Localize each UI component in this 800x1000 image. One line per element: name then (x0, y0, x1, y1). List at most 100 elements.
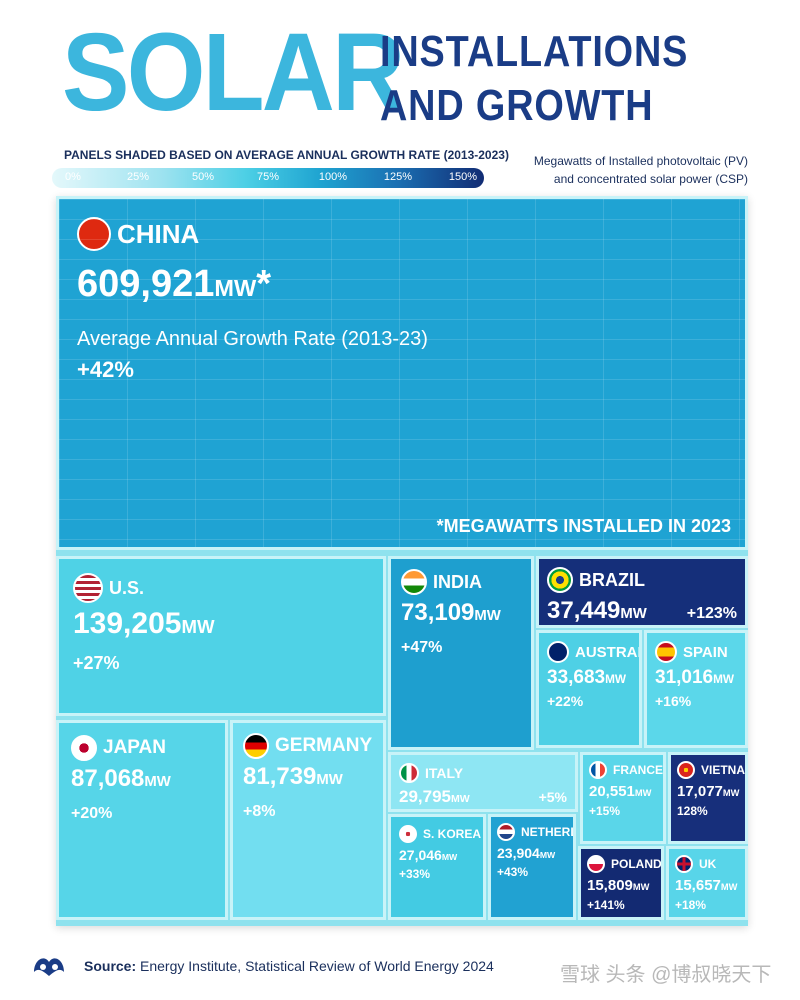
growth-rate: +141% (587, 898, 625, 912)
units-note-line-2: and concentrated solar power (CSP) (553, 172, 748, 186)
footnote-asterisk: * (256, 263, 272, 305)
mw-number: 17,077 (677, 783, 723, 800)
growth-rate: +5% (538, 789, 567, 805)
country-name: GERMANY (243, 733, 373, 759)
flag-uk-icon (675, 855, 693, 873)
treemap-tile-france: FRANCE 20,551MW +15% (580, 752, 666, 844)
mw-value: 87,068MW (71, 765, 171, 793)
mw-unit: MW (214, 275, 257, 301)
mw-value: 139,205MW (73, 607, 215, 641)
country-name: S. KOREA (399, 825, 481, 843)
mw-value: 37,449MW (547, 597, 647, 625)
legend-tick: 75% (256, 171, 280, 183)
flag-italy-icon (399, 763, 419, 783)
mw-value: 15,657MW (675, 877, 737, 894)
flag-france-icon (589, 761, 607, 779)
mw-unit: MW (451, 793, 470, 805)
country-label: CHINA (117, 218, 200, 249)
mw-value: 27,046MW (399, 847, 457, 863)
growth-rate: +16% (655, 693, 692, 709)
mw-number: 33,683 (547, 667, 606, 688)
country-name: U.S. (73, 573, 369, 603)
growth-rate: 128% (677, 804, 708, 818)
country-label: VIETNAM (701, 763, 746, 777)
mw-value: 81,739MW (243, 763, 343, 791)
country-name: AUSTRALIA (547, 641, 639, 663)
flag-japan-icon (71, 735, 97, 761)
legend-tick: 100% (318, 171, 348, 183)
legend-tick: 0% (65, 171, 81, 183)
mw-number: 15,657 (675, 877, 721, 894)
mw-value: 29,795MW (399, 787, 470, 807)
mw-unit: MW (713, 673, 735, 686)
mw-value: 31,016MW (655, 667, 734, 689)
growth-rate: +22% (547, 693, 584, 709)
title-line-2: AND GROWTH (380, 81, 654, 130)
growth-rate: +20% (71, 805, 113, 822)
treemap-tile-australia: AUSTRALIA 33,683MW +22% (536, 630, 642, 748)
growth-rate: +47% (401, 639, 443, 656)
country-name: JAPAN (71, 735, 213, 761)
treemap-tile-u-s: U.S. 139,205MW +27% (56, 556, 386, 716)
legend-tick: 25% (126, 171, 150, 183)
country-label: NETHERLANDS (521, 825, 573, 839)
country-label: SPAIN (683, 643, 728, 661)
flag-us-icon (73, 573, 103, 603)
legend-tick: 150% (448, 171, 478, 183)
mw-unit: MW (181, 616, 215, 637)
country-label: GERMANY (275, 735, 373, 756)
mw-unit: MW (474, 608, 501, 624)
mw-value: 73,109MW (401, 599, 501, 627)
mw-unit: MW (539, 850, 556, 860)
treemap-tile-india: INDIA 73,109MW +47% (388, 556, 534, 750)
mw-value: 15,809MW (587, 877, 649, 894)
country-name: INDIA (401, 569, 521, 595)
growth-rate-label: Average Annual Growth Rate (2013-23) (77, 328, 428, 350)
mw-unit: MW (632, 882, 650, 892)
treemap-tile-vietnam: VIETNAM 17,077MW 128% (668, 752, 748, 844)
mw-number: 27,046 (399, 847, 442, 863)
mw-number: 609,921 (77, 263, 215, 305)
growth-rate: +123% (686, 605, 737, 622)
country-label: FRANCE (613, 763, 663, 777)
mw-value: 20,551MW (589, 783, 651, 800)
growth-rate: +27% (73, 653, 120, 673)
flag-brazil-icon (547, 567, 573, 593)
mw-number: 29,795 (399, 787, 451, 806)
mw-unit: MW (605, 673, 627, 686)
treemap-tile-poland: POLAND 15,809MW +141% (578, 846, 664, 920)
mw-number: 87,068 (71, 765, 145, 792)
legend-subtitle: PANELS SHADED BASED ON AVERAGE ANNUAL GR… (64, 148, 509, 162)
units-note: Megawatts of Installed photovoltaic (PV)… (488, 152, 748, 188)
source-line: Source: Energy Institute, Statistical Re… (84, 958, 494, 974)
country-name: FRANCE (589, 761, 663, 779)
country-label: AUSTRALIA (575, 643, 639, 661)
mw-value: 23,904MW (497, 845, 555, 861)
flag-poland-icon (587, 855, 605, 873)
mw-number: 15,809 (587, 877, 633, 894)
country-name: POLAND (587, 855, 661, 873)
growth-color-legend (52, 168, 484, 188)
mw-unit: MW (634, 788, 652, 798)
country-label: UK (699, 857, 717, 871)
country-name: SPAIN (655, 641, 737, 663)
treemap-tile-uk: UK 15,657MW +18% (666, 846, 748, 920)
mw-number: 139,205 (73, 607, 182, 640)
treemap-tile-japan: JAPAN 87,068MW +20% (56, 720, 228, 920)
flag-india-icon (401, 569, 427, 595)
treemap-tile-italy: ITALY 29,795MW +5% (388, 752, 578, 812)
flag-australia-icon (547, 641, 569, 663)
growth-rate: +43% (497, 865, 529, 879)
legend-tick: 125% (383, 171, 413, 183)
country-name: VIETNAM (677, 761, 745, 779)
flag-netherlands-icon (497, 823, 515, 841)
mw-unit: MW (144, 774, 171, 790)
mw-value: 609,921MW* (77, 263, 271, 306)
treemap-chart: CHINA 609,921MW* Average Annual Growth Rat… (56, 196, 748, 926)
legend-tick: 50% (191, 171, 215, 183)
treemap-tile-spain: SPAIN 31,016MW +16% (644, 630, 748, 748)
growth-rate: +8% (243, 803, 276, 820)
publisher-logo-icon (34, 958, 64, 976)
country-label: ITALY (425, 765, 464, 781)
flag-germany-icon (243, 733, 269, 759)
